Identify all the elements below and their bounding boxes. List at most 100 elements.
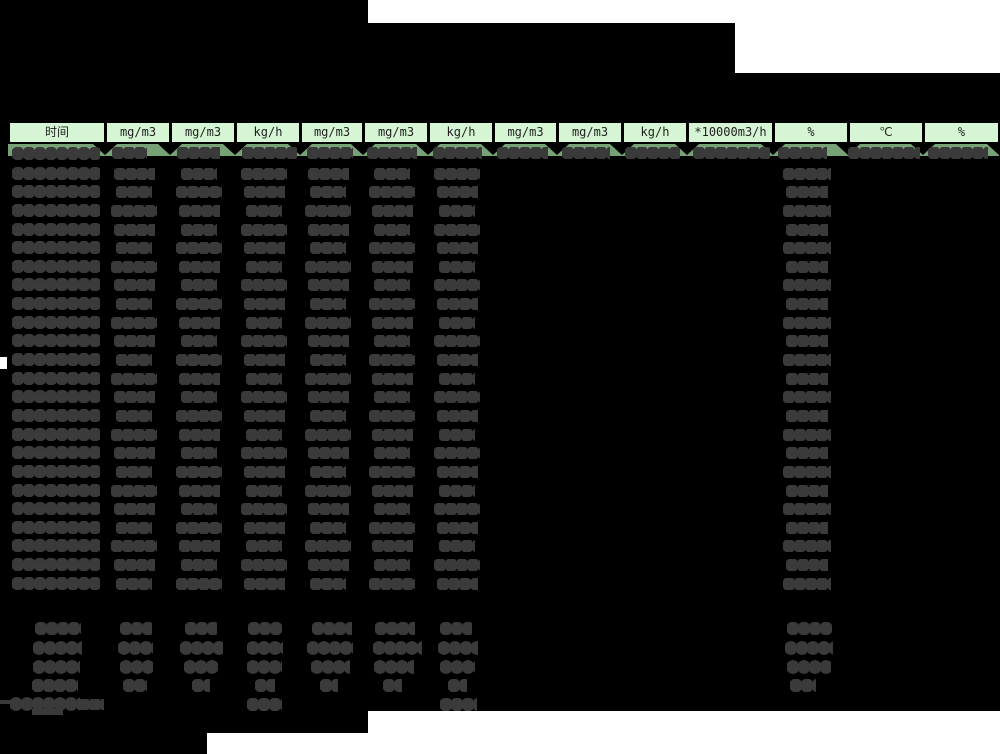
redacted-timestamp bbox=[12, 577, 100, 590]
redacted-cell-value bbox=[786, 447, 828, 459]
redacted-cell-value bbox=[305, 317, 351, 329]
redacted-timestamp bbox=[12, 521, 100, 534]
redacted-cell-value bbox=[783, 205, 831, 217]
redacted-cell-value bbox=[439, 485, 475, 497]
redacted-summary-value bbox=[438, 641, 478, 655]
redacted-summary-value bbox=[375, 622, 415, 635]
redacted-cell-value bbox=[112, 147, 147, 159]
column-header-label: mg/m3 bbox=[184, 125, 222, 139]
redacted-summary-value bbox=[255, 679, 275, 692]
redacted-timestamp bbox=[12, 484, 100, 497]
redacted-summary-value bbox=[118, 641, 153, 655]
redacted-cell-value bbox=[305, 540, 351, 552]
filter-dropdown-icon[interactable] bbox=[545, 144, 569, 155]
redacted-timestamp bbox=[12, 390, 100, 403]
column-header: ℃ bbox=[850, 123, 922, 142]
redacted-cell-value bbox=[437, 242, 478, 254]
redacted-cell-value bbox=[246, 261, 282, 273]
redacted-cell-value bbox=[434, 168, 480, 180]
redacted-timestamp bbox=[12, 334, 100, 347]
redacted-cell-value bbox=[372, 429, 413, 441]
column-header: kg/h bbox=[430, 123, 492, 142]
redacted-summary-value bbox=[120, 660, 153, 674]
redacted-cell-value bbox=[374, 503, 410, 515]
redacted-cell-value bbox=[693, 147, 770, 159]
redacted-summary-value bbox=[123, 679, 147, 692]
column-header-label: *10000m3/h bbox=[694, 125, 767, 139]
redacted-cell-value bbox=[439, 317, 475, 329]
redacted-cell-value bbox=[783, 391, 831, 403]
redacted-cell-value bbox=[439, 540, 475, 552]
redacted-summary-label bbox=[33, 660, 80, 674]
column-header-label: % bbox=[957, 125, 966, 139]
redacted-timestamp bbox=[12, 147, 100, 160]
redacted-cell-value bbox=[308, 559, 349, 571]
filter-dropdown-icon[interactable] bbox=[93, 144, 117, 155]
redacted-cell-value bbox=[848, 147, 920, 159]
filter-dropdown-icon[interactable] bbox=[911, 144, 935, 155]
redacted-cell-value bbox=[308, 279, 349, 291]
redacted-timestamp bbox=[12, 409, 100, 422]
redacted-cell-value bbox=[783, 578, 831, 590]
redacted-cell-value bbox=[246, 540, 282, 552]
redacted-cell-value bbox=[179, 317, 220, 329]
redacted-cell-value bbox=[437, 466, 478, 478]
redacted-cell-value bbox=[244, 242, 285, 254]
redacted-timestamp bbox=[12, 428, 100, 441]
column-header-label: kg/h bbox=[640, 125, 670, 139]
redacted-cell-value bbox=[241, 447, 287, 459]
filter-dropdown-icon[interactable] bbox=[416, 144, 440, 155]
unredacted-area bbox=[207, 733, 368, 754]
filter-dropdown-icon[interactable] bbox=[288, 144, 312, 155]
redacted-cell-value bbox=[114, 168, 155, 180]
redacted-summary-value bbox=[787, 660, 831, 674]
redacted-cell-value bbox=[778, 147, 827, 159]
redacted-timestamp bbox=[12, 167, 100, 180]
column-header: mg/m3 bbox=[495, 123, 556, 142]
redacted-cell-value bbox=[374, 447, 410, 459]
unredacted-area bbox=[368, 711, 1000, 754]
redacted-cell-value bbox=[114, 279, 155, 291]
redacted-cell-value bbox=[111, 205, 157, 217]
filter-dropdown-icon[interactable] bbox=[610, 144, 634, 155]
filter-dropdown-icon[interactable] bbox=[481, 144, 505, 155]
redacted-cell-value bbox=[372, 317, 413, 329]
column-header: % bbox=[775, 123, 847, 142]
redacted-cell-value bbox=[308, 335, 349, 347]
redacted-cell-value bbox=[241, 335, 287, 347]
redacted-cell-value bbox=[786, 298, 828, 310]
filter-dropdown-icon[interactable] bbox=[675, 144, 699, 155]
redacted-cell-value bbox=[369, 410, 415, 422]
column-header-label: mg/m3 bbox=[507, 125, 544, 139]
redacted-summary-value bbox=[307, 641, 353, 655]
redacted-cell-value bbox=[310, 466, 346, 478]
redacted-cell-value bbox=[433, 147, 482, 159]
redacted-footer-note bbox=[32, 709, 63, 715]
filter-dropdown-icon[interactable] bbox=[223, 144, 247, 155]
redacted-summary-value bbox=[311, 660, 350, 674]
redacted-cell-value bbox=[786, 261, 828, 273]
filter-dropdown-icon[interactable] bbox=[761, 144, 785, 155]
redacted-summary-value bbox=[120, 622, 152, 635]
filter-dropdown-icon[interactable] bbox=[158, 144, 182, 155]
redacted-cell-value bbox=[783, 168, 831, 180]
column-header-label: mg/m3 bbox=[571, 125, 609, 139]
redacted-cell-value bbox=[181, 168, 217, 180]
redacted-cell-value bbox=[111, 429, 157, 441]
redacted-cell-value bbox=[111, 261, 157, 273]
redacted-cell-value bbox=[308, 224, 349, 236]
unredacted-area bbox=[0, 357, 7, 369]
filter-dropdown-icon[interactable] bbox=[351, 144, 375, 155]
filter-dropdown-icon[interactable] bbox=[987, 144, 1000, 155]
redacted-timestamp bbox=[12, 558, 100, 571]
redacted-cell-value bbox=[111, 317, 157, 329]
redacted-cell-value bbox=[369, 186, 415, 198]
column-header: kg/h bbox=[624, 123, 686, 142]
redacted-cell-value bbox=[786, 522, 828, 534]
redacted-cell-value bbox=[369, 578, 415, 590]
redacted-cell-value bbox=[372, 540, 413, 552]
redacted-cell-value bbox=[308, 503, 349, 515]
redacted-cell-value bbox=[246, 429, 282, 441]
redacted-cell-value bbox=[176, 298, 222, 310]
redacted-cell-value bbox=[241, 391, 287, 403]
